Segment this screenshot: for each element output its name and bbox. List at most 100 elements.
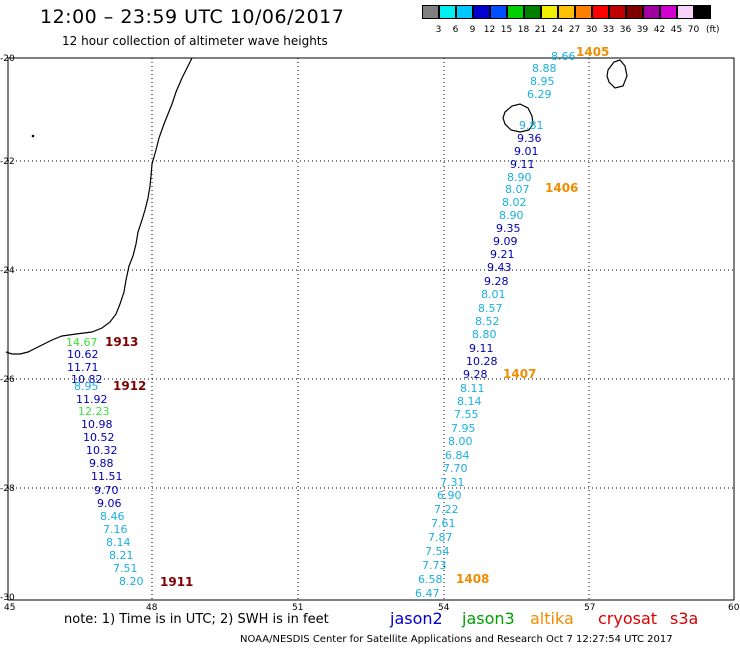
wave-height-value: 7.61 (431, 517, 456, 530)
scale-unit-label: (ft) (706, 25, 720, 35)
wave-height-value: 9.11 (469, 342, 494, 355)
wave-height-value: 7.54 (425, 545, 450, 558)
wave-height-value: 9.81 (519, 119, 544, 132)
wave-height-value: 10.62 (67, 348, 99, 361)
wave-height-value: 6.90 (437, 489, 462, 502)
lat-label-22: -22 (0, 157, 15, 167)
scale-label: 42 (653, 25, 666, 35)
scale-swatch (439, 5, 456, 19)
pass-time-label: 1911 (160, 575, 193, 589)
wave-height-value: 8.52 (475, 315, 500, 328)
scale-swatch (422, 5, 439, 19)
wave-height-value: 8.02 (502, 196, 527, 209)
wave-height-value: 9.28 (484, 275, 509, 288)
lon-label-48: 48 (146, 603, 158, 613)
pass-time-label: 1912 (113, 379, 146, 393)
scale-swatch (490, 5, 507, 19)
wave-height-value: 6.84 (445, 449, 470, 462)
wave-height-value: 9.70 (94, 484, 119, 497)
graticule (8, 58, 734, 600)
wave-height-value: 6.58 (418, 573, 443, 586)
wave-height-value: 8.95 (74, 380, 99, 393)
wave-height-value: 8.14 (106, 536, 131, 549)
wave-height-value: 8.90 (507, 171, 532, 184)
wave-height-observations: 8.668.888.956.299.819.369.019.118.908.07… (66, 50, 576, 600)
pass-time-labels: 1405 1406 1407 1408 1913 1912 1911 (105, 45, 609, 589)
wave-height-value: 6.47 (415, 587, 440, 600)
wave-height-value: 8.57 (478, 302, 503, 315)
wave-height-value: 8.88 (532, 62, 557, 75)
wave-height-value: 12.23 (78, 405, 110, 418)
wave-height-value: 7.95 (451, 422, 476, 435)
wave-height-value: 9.28 (463, 368, 488, 381)
scale-label: 15 (500, 25, 513, 35)
lat-label-26: -26 (0, 375, 15, 385)
wave-height-value: 7.55 (454, 408, 479, 421)
lon-label-60: 60 (728, 603, 740, 613)
wave-height-value: 11.51 (91, 470, 123, 483)
wave-height-value: 10.98 (81, 418, 113, 431)
scale-swatch (541, 5, 558, 19)
scale-label: 3 (435, 25, 442, 35)
scale-swatch (507, 5, 524, 19)
footer-credit: NOAA/NESDIS Center for Satellite Applica… (240, 634, 673, 645)
wave-height-value: 8.80 (472, 328, 497, 341)
satellite-legend-jason3: jason3 (462, 609, 515, 628)
satellite-legend-cryosat: cryosat (598, 609, 658, 628)
wave-height-value: 7.87 (428, 531, 453, 544)
wave-height-value: 9.11 (510, 158, 535, 171)
wave-height-value: 10.28 (466, 355, 498, 368)
wave-height-value: 8.90 (499, 209, 524, 222)
scale-swatch (660, 5, 677, 19)
reunion-island (502, 103, 534, 133)
scale-label: 33 (602, 25, 615, 35)
madagascar-coastline (5, 57, 193, 355)
scale-swatch (643, 5, 660, 19)
wave-height-value: 7.16 (103, 523, 128, 536)
scale-label: 18 (517, 25, 530, 35)
wave-height-value: 8.95 (530, 75, 555, 88)
wave-height-value: 9.09 (493, 235, 518, 248)
wave-height-value: 8.21 (109, 549, 134, 562)
lon-label-51: 51 (292, 603, 303, 613)
scale-label: 70 (687, 25, 700, 35)
wave-height-value: 9.35 (496, 222, 521, 235)
wave-height-value: 9.43 (487, 261, 512, 274)
scale-label: 39 (636, 25, 649, 35)
wave-height-value: 9.36 (517, 132, 542, 145)
wave-height-value: 9.21 (490, 248, 515, 261)
satellite-legend-altika: altika (530, 609, 574, 628)
footer-note: note: 1) Time is in UTC; 2) SWH is in fe… (64, 612, 329, 627)
scale-swatch (558, 5, 575, 19)
wave-height-value: 9.01 (514, 145, 539, 158)
wave-height-value: 7.31 (440, 476, 465, 489)
wave-height-value: 14.67 (66, 336, 98, 349)
wave-height-value: 8.14 (457, 395, 482, 408)
wave-height-value: 6.29 (527, 88, 552, 101)
lon-label-57: 57 (584, 603, 595, 613)
scale-swatch (592, 5, 609, 19)
scale-label: 27 (568, 25, 581, 35)
wave-height-value: 8.20 (119, 575, 144, 588)
scale-label: 21 (534, 25, 547, 35)
scale-swatch (575, 5, 592, 19)
wave-height-value: 8.07 (505, 183, 530, 196)
scale-label: 12 (483, 25, 496, 35)
scale-label: 30 (585, 25, 598, 35)
wave-height-value: 11.92 (76, 393, 108, 406)
scale-label: 6 (452, 25, 459, 35)
satellite-legend-jason2: jason2 (390, 609, 443, 628)
pass-time-label: 1407 (503, 367, 536, 381)
pass-time-label: 1406 (545, 181, 578, 195)
wave-height-value: 10.82 (71, 373, 103, 386)
wave-height-value: 8.46 (100, 510, 125, 523)
scale-swatch (677, 5, 694, 19)
map-title: 12:00 – 23:59 UTC 10/06/2017 (40, 6, 345, 28)
lon-label-54: 54 (438, 603, 450, 613)
scale-swatch (609, 5, 626, 19)
mauritius-island (606, 59, 628, 89)
scale-swatch (524, 5, 541, 19)
pass-time-label: 1405 (576, 45, 609, 59)
lon-label-45: 45 (4, 603, 15, 613)
